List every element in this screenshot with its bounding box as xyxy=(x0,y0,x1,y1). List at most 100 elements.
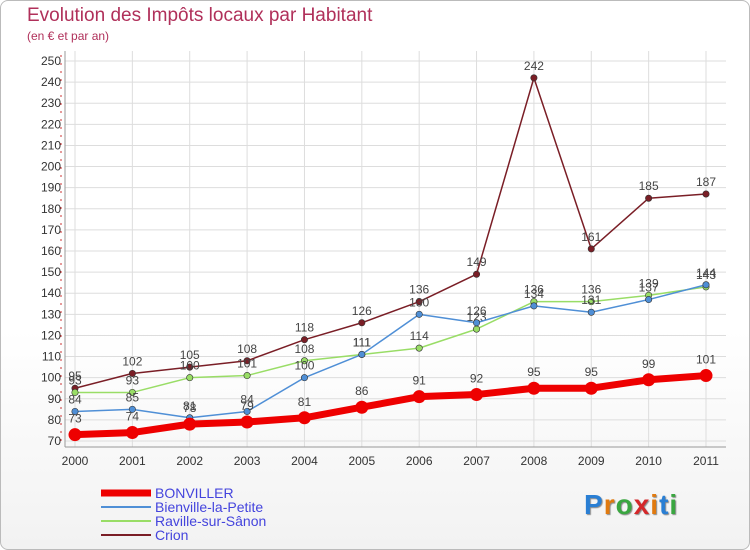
logo-letter: r xyxy=(603,489,616,520)
data-point xyxy=(527,381,541,395)
chart-subtitle: (en € et par an) xyxy=(27,29,110,43)
data-point xyxy=(300,336,308,344)
data-point xyxy=(355,400,369,414)
y-tick-label: 150 xyxy=(41,265,61,279)
data-label: 91 xyxy=(413,374,427,388)
data-label: 79 xyxy=(240,399,254,413)
x-tick-label: 2003 xyxy=(234,454,261,468)
logo-letter: x xyxy=(633,489,651,520)
data-point xyxy=(183,417,197,431)
data-label: 100 xyxy=(294,359,314,373)
y-tick-label: 140 xyxy=(41,286,61,300)
data-point xyxy=(297,411,311,425)
data-point xyxy=(584,381,598,395)
logo-letter: o xyxy=(615,489,634,520)
data-point xyxy=(473,270,481,278)
legend-label: BONVILLER xyxy=(155,485,234,501)
y-tick-label: 90 xyxy=(48,392,62,406)
data-point xyxy=(128,369,136,377)
data-label: 81 xyxy=(183,399,197,413)
y-tick-label: 110 xyxy=(42,350,61,364)
x-tick-label: 2008 xyxy=(521,454,548,468)
legend-label: Bienville-la-Petite xyxy=(155,499,263,515)
data-label: 143 xyxy=(696,268,716,282)
data-label: 114 xyxy=(410,329,429,343)
data-point xyxy=(530,302,538,310)
data-label: 81 xyxy=(298,395,312,409)
x-tick-label: 2005 xyxy=(348,454,375,468)
y-tick-label: 130 xyxy=(41,307,61,321)
data-label: 86 xyxy=(355,384,369,398)
data-point xyxy=(587,298,595,306)
data-point xyxy=(699,369,713,383)
data-label: 136 xyxy=(524,283,544,297)
data-point xyxy=(642,373,656,387)
data-point xyxy=(473,319,481,327)
y-tick-label: 70 xyxy=(48,434,62,448)
data-label: 126 xyxy=(352,304,372,318)
proxiti-logo: Proxiti xyxy=(584,489,678,521)
data-label: 111 xyxy=(353,335,372,349)
data-label: 78 xyxy=(183,401,197,415)
data-point xyxy=(415,310,423,318)
data-label: 187 xyxy=(696,175,716,189)
series-line xyxy=(74,372,707,439)
x-tick-label: 2010 xyxy=(635,454,662,468)
data-label: 136 xyxy=(581,283,601,297)
data-label: 95 xyxy=(68,369,82,383)
x-tick-label: 2011 xyxy=(693,454,719,468)
data-point xyxy=(415,298,423,306)
y-tick-label: 250 xyxy=(41,54,61,68)
data-label: 73 xyxy=(68,412,82,426)
data-label: 102 xyxy=(122,354,142,368)
data-point xyxy=(587,308,595,316)
x-tick-label: 2006 xyxy=(406,454,433,468)
x-tick-label: 2000 xyxy=(62,454,89,468)
legend-label: Crion xyxy=(155,527,188,543)
data-label: 149 xyxy=(467,255,487,269)
data-point xyxy=(125,426,139,440)
data-label: 100 xyxy=(180,359,200,373)
data-point xyxy=(358,350,366,358)
series-layer: 95 102 105 108 118 126 136 149 242 161 185 187 93 93 1… xyxy=(68,59,716,442)
data-point xyxy=(300,357,308,365)
y-tick-label: 190 xyxy=(41,181,61,195)
data-label: 126 xyxy=(467,304,487,318)
series-line xyxy=(74,77,707,389)
logo-letter: t xyxy=(659,489,670,520)
data-label: 93 xyxy=(68,373,82,387)
data-point xyxy=(358,319,366,327)
chart-title: Evolution des Impôts locaux par Habitant xyxy=(27,5,373,26)
data-label: 130 xyxy=(409,295,429,309)
x-tick-label: 2004 xyxy=(291,454,318,468)
data-label: 85 xyxy=(126,390,140,404)
data-label: 84 xyxy=(240,392,254,406)
data-label: 105 xyxy=(180,348,200,362)
x-tick-label: 2009 xyxy=(578,454,605,468)
data-label: 136 xyxy=(409,283,429,297)
data-point xyxy=(128,405,136,413)
data-point xyxy=(300,374,308,382)
y-tick-label: 230 xyxy=(41,96,61,110)
data-label: 118 xyxy=(295,321,314,335)
y-tick-label: 180 xyxy=(41,202,61,216)
data-point xyxy=(186,374,194,382)
x-tick-label: 2002 xyxy=(176,454,203,468)
data-label: 242 xyxy=(524,59,544,73)
data-point xyxy=(470,388,484,402)
axes: 7080901001101201301401501601701801902002… xyxy=(41,51,726,468)
y-tick-label: 210 xyxy=(41,138,61,152)
series-bienville-la-petite: 84 85 81 84 100 111 130 126 134 131 137 144 xyxy=(68,266,716,422)
data-point xyxy=(415,344,423,352)
data-point xyxy=(645,194,653,202)
logo-letter: i xyxy=(650,489,660,520)
data-label: 99 xyxy=(642,357,656,371)
data-label: 95 xyxy=(527,365,541,379)
data-label: 92 xyxy=(470,372,484,386)
data-point xyxy=(530,74,538,82)
data-point xyxy=(587,245,595,253)
data-label: 131 xyxy=(581,293,601,307)
data-point xyxy=(68,428,82,442)
data-point xyxy=(243,407,251,415)
